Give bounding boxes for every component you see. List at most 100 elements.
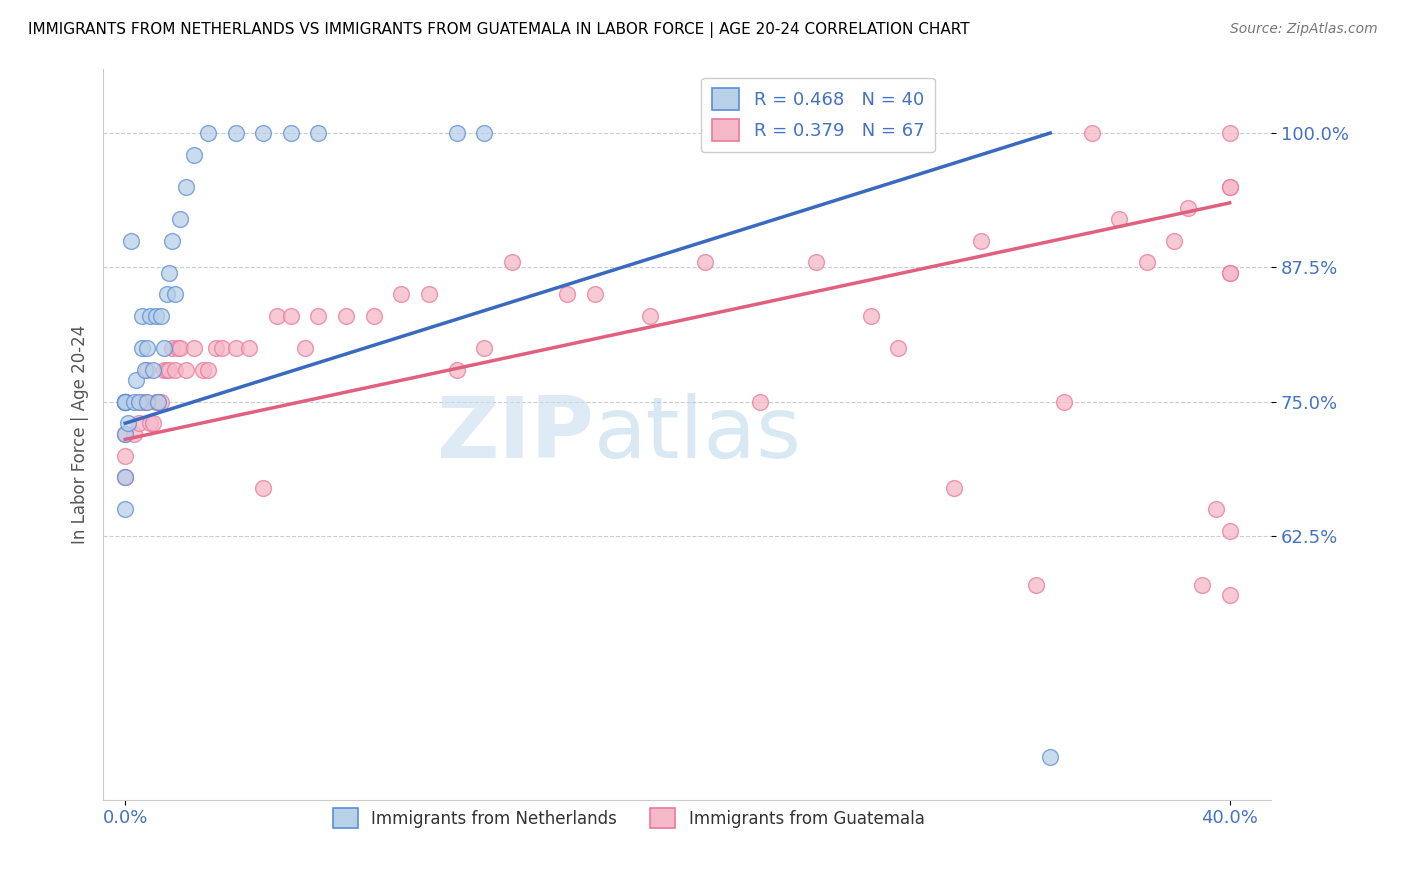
- Point: [134, 394, 156, 409]
- Point: [472, 126, 495, 140]
- Point: [166, 341, 188, 355]
- Point: [128, 394, 150, 409]
- Point: [114, 394, 136, 409]
- Point: [122, 427, 145, 442]
- Point: [128, 417, 150, 431]
- Point: [1191, 577, 1213, 591]
- Point: [157, 362, 180, 376]
- Point: [225, 126, 247, 140]
- Point: [142, 362, 165, 376]
- Point: [163, 287, 186, 301]
- Point: [1177, 201, 1199, 215]
- Point: [942, 481, 965, 495]
- Point: [887, 341, 910, 355]
- Point: [114, 394, 136, 409]
- Point: [501, 255, 523, 269]
- Point: [389, 287, 412, 301]
- Point: [122, 394, 145, 409]
- Point: [153, 341, 176, 355]
- Point: [160, 234, 183, 248]
- Point: [134, 362, 156, 376]
- Point: [1053, 394, 1076, 409]
- Point: [156, 362, 179, 376]
- Point: [1163, 234, 1185, 248]
- Point: [114, 427, 136, 442]
- Point: [148, 394, 170, 409]
- Point: [1219, 266, 1241, 280]
- Point: [238, 341, 260, 355]
- Point: [280, 309, 302, 323]
- Point: [120, 234, 142, 248]
- Point: [191, 362, 214, 376]
- Point: [136, 362, 159, 376]
- Point: [252, 481, 274, 495]
- Point: [117, 417, 139, 431]
- Point: [804, 255, 827, 269]
- Point: [150, 394, 173, 409]
- Point: [131, 309, 153, 323]
- Point: [1219, 524, 1241, 538]
- Point: [148, 394, 170, 409]
- Point: [418, 287, 440, 301]
- Point: [114, 394, 136, 409]
- Point: [472, 341, 495, 355]
- Point: [970, 234, 993, 248]
- Point: [114, 394, 136, 409]
- Point: [142, 417, 165, 431]
- Point: [145, 309, 167, 323]
- Point: [136, 341, 159, 355]
- Point: [125, 373, 148, 387]
- Point: [266, 309, 288, 323]
- Point: [1025, 577, 1047, 591]
- Point: [1219, 266, 1241, 280]
- Point: [114, 449, 136, 463]
- Point: [205, 341, 228, 355]
- Point: [139, 417, 162, 431]
- Point: [139, 309, 162, 323]
- Point: [169, 341, 191, 355]
- Point: [169, 212, 191, 227]
- Point: [131, 341, 153, 355]
- Point: [335, 309, 357, 323]
- Point: [114, 394, 136, 409]
- Point: [150, 309, 173, 323]
- Point: [197, 362, 219, 376]
- Point: [114, 470, 136, 484]
- Point: [446, 362, 468, 376]
- Point: [1039, 749, 1062, 764]
- Point: [1219, 588, 1241, 602]
- Point: [446, 126, 468, 140]
- Point: [294, 341, 316, 355]
- Point: [583, 287, 606, 301]
- Text: IMMIGRANTS FROM NETHERLANDS VS IMMIGRANTS FROM GUATEMALA IN LABOR FORCE | AGE 20: IMMIGRANTS FROM NETHERLANDS VS IMMIGRANT…: [28, 22, 970, 38]
- Point: [1205, 502, 1227, 516]
- Point: [163, 362, 186, 376]
- Point: [131, 394, 153, 409]
- Point: [252, 126, 274, 140]
- Point: [114, 470, 136, 484]
- Point: [225, 341, 247, 355]
- Point: [363, 309, 385, 323]
- Point: [308, 309, 330, 323]
- Legend: Immigrants from Netherlands, Immigrants from Guatemala: Immigrants from Netherlands, Immigrants …: [326, 801, 931, 835]
- Point: [114, 394, 136, 409]
- Text: atlas: atlas: [593, 392, 801, 475]
- Point: [114, 502, 136, 516]
- Point: [114, 427, 136, 442]
- Point: [174, 179, 197, 194]
- Y-axis label: In Labor Force | Age 20-24: In Labor Force | Age 20-24: [72, 325, 89, 543]
- Point: [156, 287, 179, 301]
- Point: [1080, 126, 1102, 140]
- Point: [280, 126, 302, 140]
- Point: [183, 341, 205, 355]
- Point: [160, 341, 183, 355]
- Point: [638, 309, 661, 323]
- Point: [693, 255, 716, 269]
- Point: [1136, 255, 1159, 269]
- Point: [136, 394, 159, 409]
- Point: [197, 126, 219, 140]
- Point: [174, 362, 197, 376]
- Point: [153, 362, 176, 376]
- Point: [183, 147, 205, 161]
- Point: [1219, 179, 1241, 194]
